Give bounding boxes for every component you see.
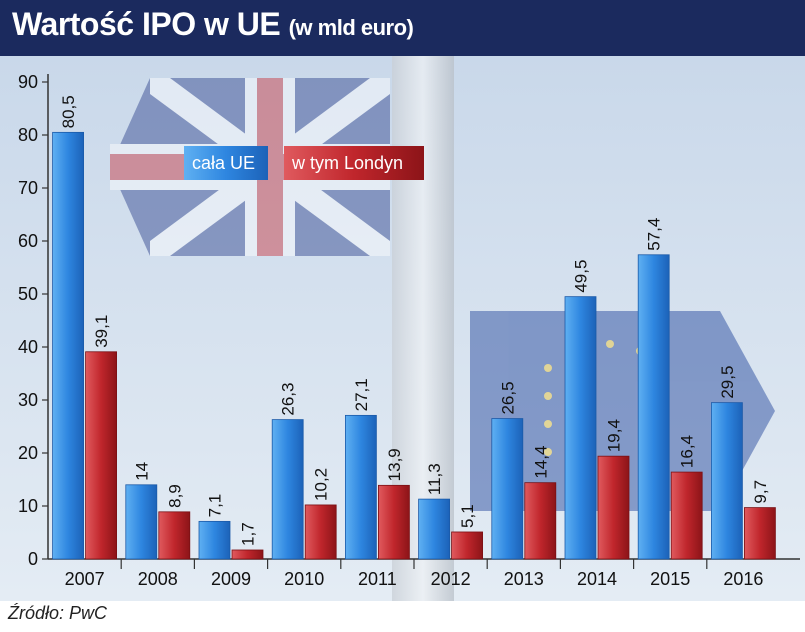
data-label-cala-ue: 14 [132,462,151,481]
data-label-cala-ue: 26,3 [279,383,298,416]
y-tick-label: 10 [18,496,38,516]
title-bar: Wartość IPO w UE (w mld euro) [0,0,805,56]
x-tick-label: 2009 [211,569,251,589]
y-tick-label: 20 [18,443,38,463]
y-tick-label: 70 [18,178,38,198]
y-tick-label: 60 [18,231,38,251]
x-tick-label: 2008 [138,569,178,589]
data-label-londyn: 13,9 [385,448,404,481]
bar-cala-ue-2014 [564,296,597,560]
bar-londyn-2015 [670,471,703,560]
x-tick-label: 2010 [284,569,324,589]
data-label-londyn: 16,4 [678,435,697,468]
bar-londyn-2007 [85,351,117,560]
x-tick-label: 2007 [65,569,105,589]
bar-cala-ue-2015 [637,254,670,560]
data-label-cala-ue: 27,1 [352,378,371,411]
y-tick-label: 0 [28,549,38,569]
data-label-londyn: 1,7 [239,522,258,546]
bar-cala-ue-2012 [418,498,451,560]
x-tick-label: 2011 [358,569,397,589]
bar-londyn-2009 [231,549,264,560]
data-label-londyn: 5,1 [458,504,477,528]
x-tick-label: 2013 [504,569,544,589]
legend-item-londyn: w tym Londyn [284,146,424,180]
legend-label-cala-ue: cała UE [192,153,256,173]
data-label-londyn: 9,7 [751,480,770,504]
bar-londyn-2016 [744,507,776,560]
bar-londyn-2008 [158,511,191,560]
bar-londyn-2014 [597,455,630,560]
data-label-londyn: 8,9 [165,484,184,508]
bar-cala-ue-2011 [344,414,377,560]
chart-title-unit: (w mld euro) [288,15,414,40]
data-label-londyn: 19,4 [605,419,624,452]
x-tick-label: 2016 [723,569,763,589]
chart-title: Wartość IPO w UE (w mld euro) [12,6,414,43]
data-label-londyn: 10,2 [312,468,331,501]
y-tick-label: 40 [18,337,38,357]
bar-cala-ue-2009 [198,520,231,560]
legend-label-londyn: w tym Londyn [292,153,404,173]
bar-londyn-2011 [377,484,410,560]
x-tick-label: 2014 [577,569,617,589]
data-label-cala-ue: 7,1 [206,494,225,518]
data-label-cala-ue: 80,5 [59,95,78,128]
legend-item-cala-ue: cała UE [184,146,268,180]
data-label-cala-ue: 11,3 [425,463,444,495]
data-label-cala-ue: 57,4 [645,218,664,251]
y-tick-label: 50 [18,284,38,304]
source-note: Źródło: PwC [8,603,108,623]
bar-cala-ue-2008 [125,484,158,560]
x-tick-label: 2015 [650,569,690,589]
data-label-cala-ue: 49,5 [572,260,591,293]
bar-cala-ue-2007 [52,131,84,560]
bar-londyn-2010 [304,504,337,560]
x-tick-label: 2012 [431,569,471,589]
bar-cala-ue-2010 [271,419,304,560]
data-label-londyn: 39,1 [92,315,111,348]
data-label-cala-ue: 29,5 [718,366,737,399]
data-label-cala-ue: 26,5 [498,381,517,414]
data-label-londyn: 14,4 [531,446,550,479]
bar-cala-ue-2013 [491,418,524,560]
bar-cala-ue-2016 [711,402,743,560]
bar-londyn-2013 [524,482,557,560]
chart-title-main: Wartość IPO w UE [12,6,281,42]
y-tick-label: 30 [18,390,38,410]
y-tick-label: 90 [18,72,38,92]
bar-londyn-2012 [451,531,484,560]
y-tick-label: 80 [18,125,38,145]
